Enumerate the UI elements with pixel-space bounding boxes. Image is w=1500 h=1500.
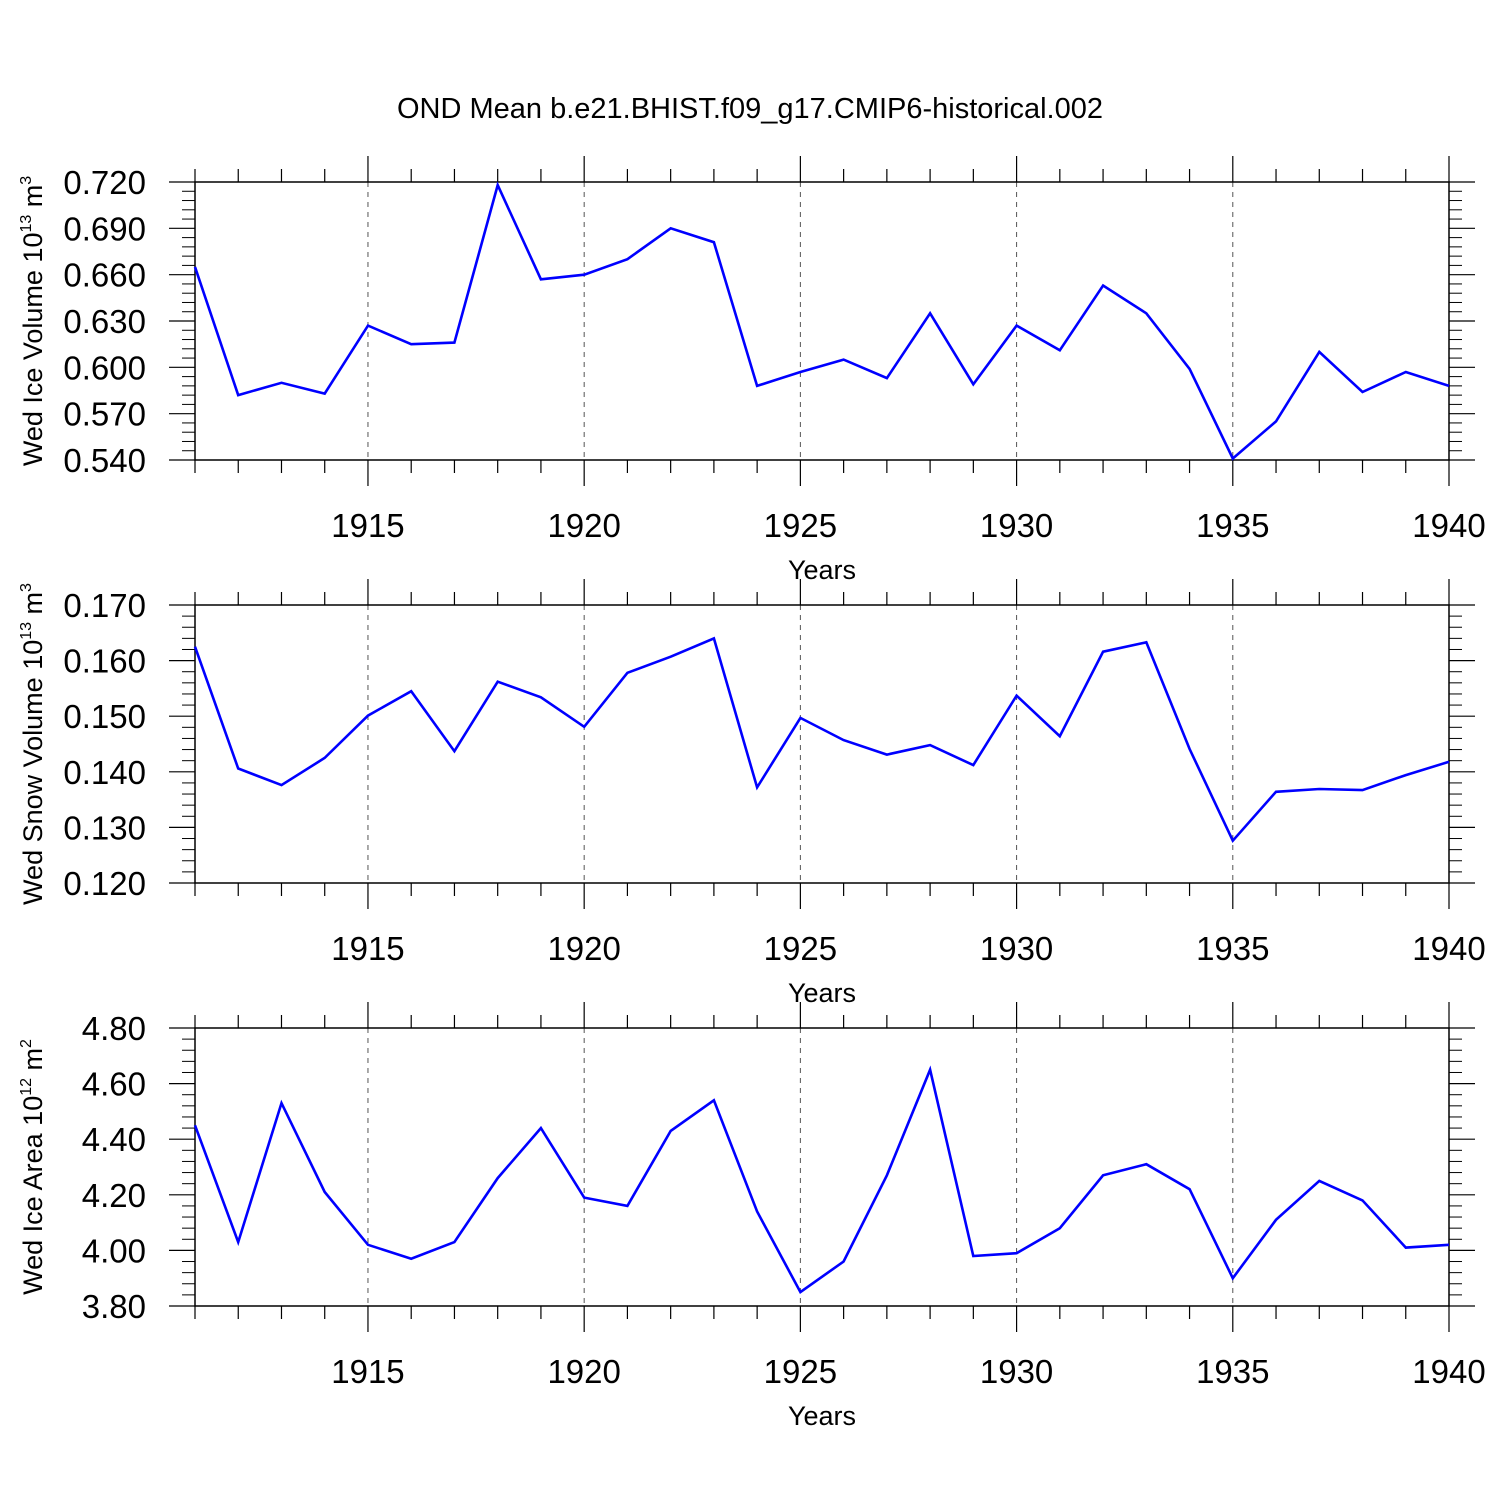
figure-title: OND Mean b.e21.BHIST.f09_g17.CMIP6-histo… xyxy=(397,93,1103,125)
series-line xyxy=(193,636,1450,844)
x-tick-label: 1940 xyxy=(1412,507,1485,544)
y-axis-label: Wed Snow Volume 1013 m3 xyxy=(18,583,48,905)
y-tick-label: 0.570 xyxy=(63,396,146,433)
y-tick-label: 4.80 xyxy=(82,1010,146,1047)
series-line xyxy=(193,1065,1450,1295)
y-tick-label: 0.160 xyxy=(63,643,146,680)
chart-panel-1: 0.540 0.570 0.600 0.630 0.660 0.690 0.720 1915 1… xyxy=(18,156,1486,585)
x-tick-label: 1940 xyxy=(1412,930,1485,967)
x-tick-label: 1925 xyxy=(764,930,837,967)
y-tick-label: 0.540 xyxy=(63,442,146,479)
y-tick-label: 4.40 xyxy=(82,1121,146,1158)
y-tick-label: 4.00 xyxy=(82,1232,146,1269)
x-tick-label: 1925 xyxy=(764,1353,837,1390)
y-tick-label: 4.20 xyxy=(82,1177,146,1214)
chart-panel-2: 0.120 0.130 0.140 0.150 0.160 0.170 1915 1920 19… xyxy=(18,579,1486,1008)
x-tick-label: 1920 xyxy=(547,1353,620,1390)
x-tick-label: 1935 xyxy=(1196,507,1269,544)
y-tick-label: 0.690 xyxy=(63,210,146,247)
x-tick-label: 1920 xyxy=(547,930,620,967)
x-tick-label: 1920 xyxy=(547,507,620,544)
x-tick-label: 1930 xyxy=(980,930,1053,967)
y-tick-label: 0.150 xyxy=(63,698,146,735)
y-axis-label: Wed Ice Volume 1013 m3 xyxy=(18,176,48,466)
x-tick-label: 1915 xyxy=(331,507,404,544)
chart-panel-3: 3.80 4.00 4.20 4.40 4.60 4.80 1915 1920 1925 1930… xyxy=(18,1002,1486,1431)
x-tick-label: 1915 xyxy=(331,930,404,967)
y-tick-label: 0.660 xyxy=(63,257,146,294)
plot-frame xyxy=(194,1027,1450,1307)
x-axis-label: Years xyxy=(788,1401,856,1431)
x-axis-label: Years xyxy=(788,978,856,1008)
plot-frame xyxy=(194,181,1450,461)
y-axis-label: Wed Ice Area 1012 m2 xyxy=(18,1039,48,1295)
x-tick-label: 1935 xyxy=(1196,1353,1269,1390)
x-tick-label: 1940 xyxy=(1412,1353,1485,1390)
y-tick-label: 3.80 xyxy=(82,1288,146,1325)
y-tick-label: 0.170 xyxy=(63,587,146,624)
x-tick-label: 1925 xyxy=(764,507,837,544)
y-tick-label: 0.630 xyxy=(63,303,146,340)
x-tick-label: 1930 xyxy=(980,1353,1053,1390)
y-tick-label: 4.60 xyxy=(82,1066,146,1103)
x-tick-label: 1915 xyxy=(331,1353,404,1390)
x-tick-label: 1935 xyxy=(1196,930,1269,967)
x-tick-label: 1930 xyxy=(980,507,1053,544)
series-line xyxy=(193,181,1450,461)
y-tick-label: 0.600 xyxy=(63,349,146,386)
plot-frame xyxy=(194,604,1450,884)
y-tick-label: 0.120 xyxy=(63,865,146,902)
x-axis-label: Years xyxy=(788,555,856,585)
y-tick-label: 0.140 xyxy=(63,754,146,791)
y-tick-label: 0.130 xyxy=(63,809,146,846)
y-tick-label: 0.720 xyxy=(63,164,146,201)
